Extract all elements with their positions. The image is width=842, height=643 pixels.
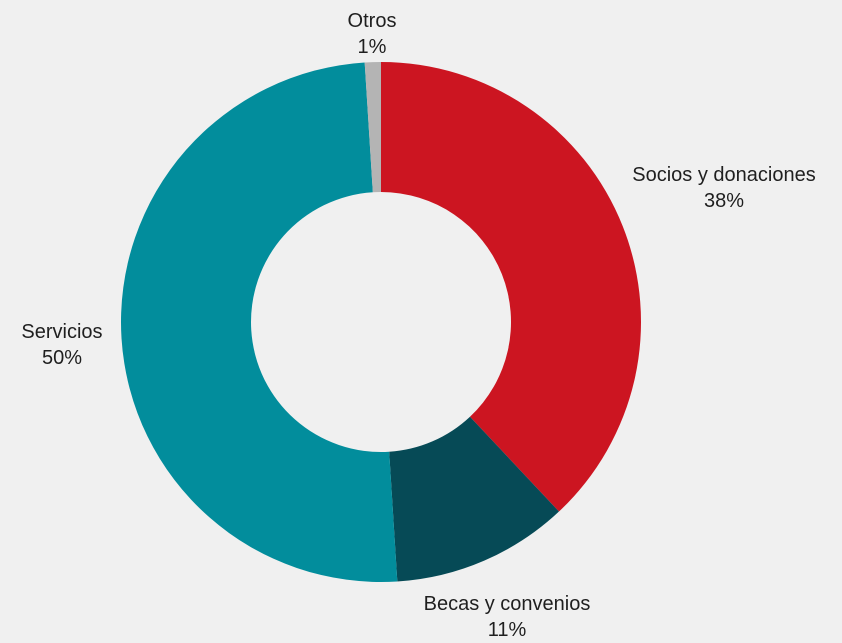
slices-layer [121, 62, 641, 582]
value-label: 38% [704, 190, 744, 212]
category-label: Becas y convenios [424, 593, 591, 615]
slice-label-becas-y-convenios: Becas y convenios 11% [424, 593, 591, 641]
slice-becas-y-convenios [389, 416, 559, 582]
category-label: Servicios [21, 321, 102, 343]
category-label: Socios y donaciones [632, 164, 815, 186]
slice-label-socios-y-donaciones: Socios y donaciones 38% [632, 164, 815, 212]
value-label: 1% [358, 36, 387, 58]
slice-socios-y-donaciones [381, 62, 641, 512]
labels-layer: Socios y donaciones 38% Becas y convenios 1… [21, 10, 815, 641]
category-label: Otros [348, 10, 397, 32]
value-label: 11% [488, 619, 527, 641]
slice-label-otros: Otros 1% [348, 10, 397, 58]
slice-label-servicios: Servicios 50% [21, 321, 102, 369]
slice-otros [364, 62, 381, 193]
value-label: 50% [42, 347, 82, 369]
slice-servicios [121, 62, 398, 582]
